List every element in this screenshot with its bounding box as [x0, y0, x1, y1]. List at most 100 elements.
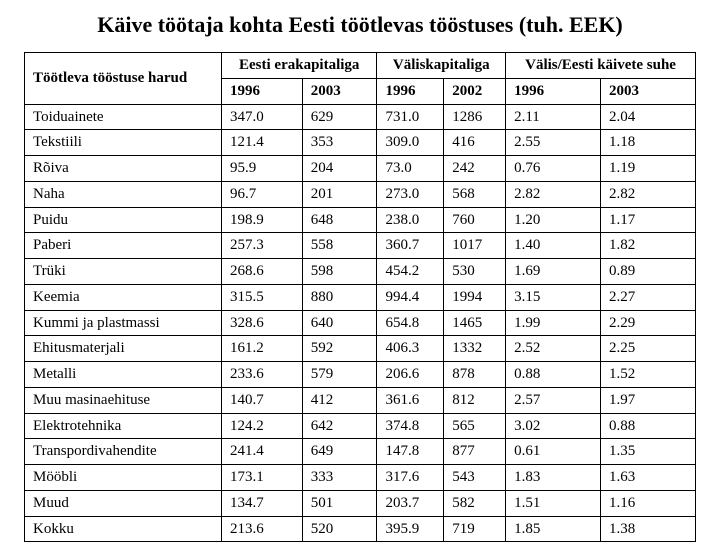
- table-row: Elektrotehnika124.2642374.85653.020.88: [25, 413, 696, 439]
- cell-value: 0.88: [506, 362, 601, 388]
- cell-value: 268.6: [222, 259, 303, 285]
- cell-value: 1.40: [506, 233, 601, 259]
- table-row: Keemia315.5880994.419943.152.27: [25, 284, 696, 310]
- cell-value: 568: [444, 181, 506, 207]
- cell-value: 642: [302, 413, 377, 439]
- row-label: Transpordivahendite: [25, 439, 222, 465]
- cell-value: 1994: [444, 284, 506, 310]
- cell-value: 579: [302, 362, 377, 388]
- cell-value: 353: [302, 130, 377, 156]
- cell-value: 1.99: [506, 310, 601, 336]
- table-row: Kummi ja plastmassi328.6640654.814651.99…: [25, 310, 696, 336]
- cell-value: 2.25: [601, 336, 696, 362]
- cell-value: 731.0: [377, 104, 444, 130]
- cell-value: 454.2: [377, 259, 444, 285]
- cell-value: 213.6: [222, 516, 303, 542]
- row-label: Kummi ja plastmassi: [25, 310, 222, 336]
- col-header-branches: Töötleva tööstuse harud: [25, 53, 222, 105]
- cell-value: 1.19: [601, 156, 696, 182]
- table-row: Mööbli173.1333317.65431.831.63: [25, 465, 696, 491]
- page-title: Käive töötaja kohta Eesti töötlevas töös…: [24, 12, 696, 38]
- cell-value: 412: [302, 387, 377, 413]
- cell-value: 565: [444, 413, 506, 439]
- row-label: Ehitusmaterjali: [25, 336, 222, 362]
- cell-value: 273.0: [377, 181, 444, 207]
- cell-value: 140.7: [222, 387, 303, 413]
- cell-value: 147.8: [377, 439, 444, 465]
- cell-value: 994.4: [377, 284, 444, 310]
- table-header-row-groups: Töötleva tööstuse harud Eesti erakapital…: [25, 53, 696, 79]
- cell-value: 2.82: [601, 181, 696, 207]
- row-label: Elektrotehnika: [25, 413, 222, 439]
- cell-value: 1.82: [601, 233, 696, 259]
- cell-value: 760: [444, 207, 506, 233]
- cell-value: 0.89: [601, 259, 696, 285]
- cell-value: 2.04: [601, 104, 696, 130]
- cell-value: 1286: [444, 104, 506, 130]
- cell-value: 406.3: [377, 336, 444, 362]
- cell-value: 543: [444, 465, 506, 491]
- cell-value: 395.9: [377, 516, 444, 542]
- cell-value: 654.8: [377, 310, 444, 336]
- cell-value: 173.1: [222, 465, 303, 491]
- row-label: Paberi: [25, 233, 222, 259]
- row-label: Mööbli: [25, 465, 222, 491]
- cell-value: 0.61: [506, 439, 601, 465]
- cell-value: 0.76: [506, 156, 601, 182]
- cell-value: 520: [302, 516, 377, 542]
- cell-value: 360.7: [377, 233, 444, 259]
- cell-value: 1.85: [506, 516, 601, 542]
- cell-value: 1.83: [506, 465, 601, 491]
- cell-value: 95.9: [222, 156, 303, 182]
- cell-value: 530: [444, 259, 506, 285]
- cell-value: 719: [444, 516, 506, 542]
- cell-value: 317.6: [377, 465, 444, 491]
- col-group-valis: Väliskapitaliga: [377, 53, 506, 79]
- cell-value: 96.7: [222, 181, 303, 207]
- table-row: Tekstiili121.4353309.04162.551.18: [25, 130, 696, 156]
- cell-value: 238.0: [377, 207, 444, 233]
- cell-value: 1465: [444, 310, 506, 336]
- col-year: 1996: [377, 78, 444, 104]
- cell-value: 315.5: [222, 284, 303, 310]
- cell-value: 257.3: [222, 233, 303, 259]
- row-label: Toiduainete: [25, 104, 222, 130]
- table-row: Kokku213.6520395.97191.851.38: [25, 516, 696, 542]
- cell-value: 812: [444, 387, 506, 413]
- cell-value: 3.02: [506, 413, 601, 439]
- cell-value: 877: [444, 439, 506, 465]
- row-label: Metalli: [25, 362, 222, 388]
- table-row: Rõiva95.920473.02420.761.19: [25, 156, 696, 182]
- cell-value: 598: [302, 259, 377, 285]
- cell-value: 648: [302, 207, 377, 233]
- cell-value: 198.9: [222, 207, 303, 233]
- cell-value: 416: [444, 130, 506, 156]
- cell-value: 121.4: [222, 130, 303, 156]
- cell-value: 204: [302, 156, 377, 182]
- row-label: Kokku: [25, 516, 222, 542]
- cell-value: 309.0: [377, 130, 444, 156]
- row-label: Tekstiili: [25, 130, 222, 156]
- cell-value: 0.88: [601, 413, 696, 439]
- col-year: 2002: [444, 78, 506, 104]
- cell-value: 203.7: [377, 490, 444, 516]
- cell-value: 2.57: [506, 387, 601, 413]
- col-group-eesti: Eesti erakapitaliga: [222, 53, 377, 79]
- cell-value: 629: [302, 104, 377, 130]
- cell-value: 328.6: [222, 310, 303, 336]
- cell-value: 1.18: [601, 130, 696, 156]
- cell-value: 1.38: [601, 516, 696, 542]
- col-year: 1996: [222, 78, 303, 104]
- table-row: Puidu198.9648238.07601.201.17: [25, 207, 696, 233]
- cell-value: 333: [302, 465, 377, 491]
- table-row: Naha96.7201273.05682.822.82: [25, 181, 696, 207]
- table-row: Muud134.7501203.75821.511.16: [25, 490, 696, 516]
- cell-value: 1.35: [601, 439, 696, 465]
- cell-value: 640: [302, 310, 377, 336]
- cell-value: 73.0: [377, 156, 444, 182]
- cell-value: 347.0: [222, 104, 303, 130]
- cell-value: 2.29: [601, 310, 696, 336]
- cell-value: 878: [444, 362, 506, 388]
- cell-value: 2.11: [506, 104, 601, 130]
- cell-value: 206.6: [377, 362, 444, 388]
